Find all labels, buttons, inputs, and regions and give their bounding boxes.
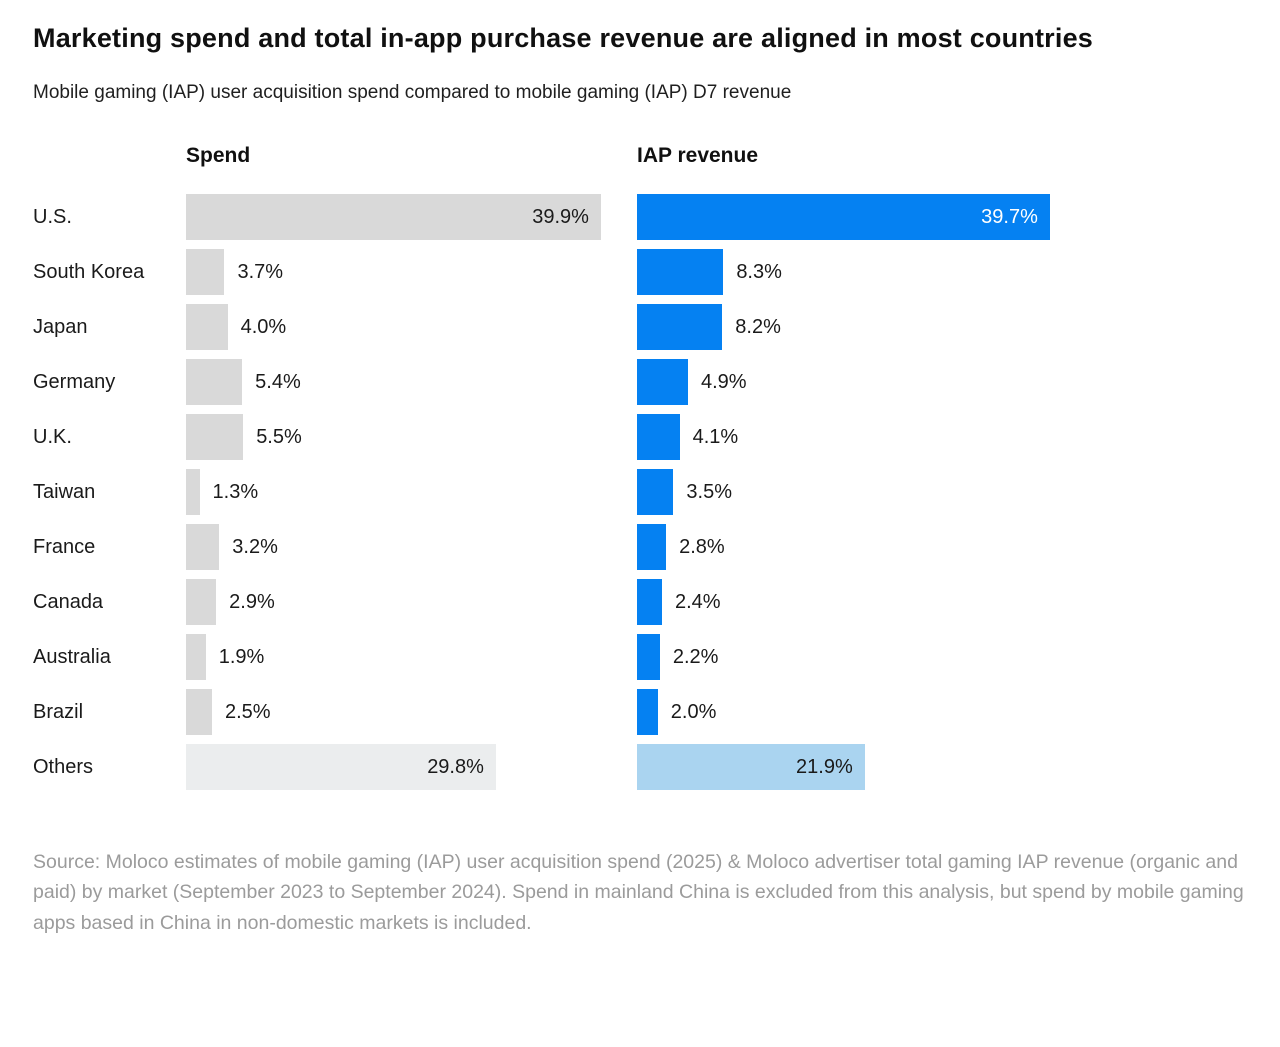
column-headers: Spend IAP revenue <box>33 144 1247 168</box>
spend-bar <box>186 414 244 461</box>
iap-revenue-bar: 21.9% <box>637 744 865 791</box>
country-label: U.S. <box>33 205 72 228</box>
spend-bar <box>186 634 206 681</box>
iap-revenue-column-header: IAP revenue <box>637 143 759 167</box>
spend-bar <box>186 689 212 736</box>
iap-revenue-bar <box>637 359 688 406</box>
iap-revenue-cell: 4.9% <box>637 359 1088 406</box>
spend-bar: 29.8% <box>186 744 496 791</box>
value-label: 3.5% <box>686 480 732 503</box>
value-label: 2.8% <box>679 535 725 558</box>
spend-bar <box>186 249 225 296</box>
country-label: Canada <box>33 590 104 613</box>
iap-revenue-bar <box>637 414 680 461</box>
spend-cell: 5.5% <box>186 414 637 461</box>
country-label: Germany <box>33 370 116 393</box>
spend-cell: 3.7% <box>186 249 637 296</box>
chart-row: Japan 4.0% 8.2% <box>33 300 1247 355</box>
iap-revenue-cell: 2.8% <box>637 524 1088 571</box>
value-label: 3.7% <box>237 260 284 283</box>
iap-revenue-bar <box>637 524 667 571</box>
label-column-spacer <box>33 144 186 168</box>
chart-row: U.K. 5.5% 4.1% <box>33 410 1247 465</box>
value-label: 8.2% <box>735 315 781 338</box>
spend-bar <box>186 579 217 626</box>
country-label: Brazil <box>33 700 84 723</box>
country-label: Australia <box>33 645 111 668</box>
spend-cell: 2.5% <box>186 689 637 736</box>
value-label: 39.9% <box>532 205 589 228</box>
chart-page: Marketing spend and total in-app purchas… <box>33 23 1247 935</box>
chart-row: Taiwan 1.3% 3.5% <box>33 465 1247 520</box>
page-title: Marketing spend and total in-app purchas… <box>33 23 1094 53</box>
chart-row: U.S. 39.9% 39.7% <box>33 190 1247 245</box>
country-label: U.K. <box>33 425 72 448</box>
spend-cell: 2.9% <box>186 579 637 626</box>
iap-revenue-bar: 39.7% <box>637 194 1050 241</box>
iap-revenue-cell: 2.2% <box>637 634 1088 681</box>
value-label: 4.9% <box>700 370 747 393</box>
spend-cell: 1.3% <box>186 469 637 516</box>
value-label: 5.5% <box>256 425 302 448</box>
spend-bar <box>186 359 243 406</box>
chart-subtitle: Mobile gaming (IAP) user acquisition spe… <box>33 81 792 103</box>
chart-row: Brazil 2.5% 2.0% <box>33 685 1247 740</box>
country-label: Others <box>33 755 94 778</box>
value-label: 4.0% <box>240 315 287 338</box>
value-label: 39.7% <box>981 205 1038 228</box>
iap-revenue-bar <box>637 249 724 296</box>
iap-revenue-cell: 4.1% <box>637 414 1088 461</box>
iap-revenue-cell: 3.5% <box>637 469 1088 516</box>
spend-cell: 4.0% <box>186 304 637 351</box>
country-label: Japan <box>33 315 88 338</box>
chart-row: Germany 5.4% 4.9% <box>33 355 1247 410</box>
value-label: 8.3% <box>736 260 782 283</box>
iap-revenue-bar <box>637 634 660 681</box>
iap-revenue-bar <box>637 689 658 736</box>
chart-row: Others 29.8% 21.9% <box>33 740 1247 795</box>
value-label: 1.9% <box>218 645 265 668</box>
value-label: 4.1% <box>692 425 739 448</box>
value-label: 21.9% <box>796 755 853 778</box>
spend-bar <box>186 469 200 516</box>
value-label: 29.8% <box>427 755 484 778</box>
spend-cell: 39.9% <box>186 194 637 241</box>
value-label: 2.9% <box>229 590 275 613</box>
iap-revenue-bar <box>637 469 674 516</box>
spend-cell: 29.8% <box>186 744 637 791</box>
country-label: South Korea <box>33 260 145 283</box>
iap-revenue-cell: 39.7% <box>637 194 1088 241</box>
value-label: 1.3% <box>212 480 259 503</box>
source-note: Source: Moloco estimates of mobile gamin… <box>33 850 1244 935</box>
value-label: 2.5% <box>225 700 271 723</box>
chart-row: Australia 1.9% 2.2% <box>33 630 1247 685</box>
spend-cell: 5.4% <box>186 359 637 406</box>
country-label: Taiwan <box>33 480 96 503</box>
iap-revenue-cell: 2.0% <box>637 689 1088 736</box>
bar-chart-rows: U.S. 39.9% 39.7% South Korea 3.7% 8.3% Japan 4.… <box>33 190 1247 795</box>
spend-cell: 3.2% <box>186 524 637 571</box>
chart-row: Canada 2.9% 2.4% <box>33 575 1247 630</box>
spend-column-header: Spend <box>186 143 251 167</box>
chart-row: South Korea 3.7% 8.3% <box>33 245 1247 300</box>
value-label: 2.0% <box>670 700 717 723</box>
iap-revenue-cell: 2.4% <box>637 579 1088 626</box>
iap-revenue-cell: 8.3% <box>637 249 1088 296</box>
value-label: 3.2% <box>232 535 278 558</box>
value-label: 2.4% <box>674 590 721 613</box>
value-label: 2.2% <box>672 645 719 668</box>
value-label: 5.4% <box>255 370 301 393</box>
iap-revenue-bar <box>637 579 662 626</box>
iap-revenue-cell: 21.9% <box>637 744 1088 791</box>
chart-row: France 3.2% 2.8% <box>33 520 1247 575</box>
spend-cell: 1.9% <box>186 634 637 681</box>
iap-revenue-cell: 8.2% <box>637 304 1088 351</box>
country-label: France <box>33 535 96 558</box>
spend-bar <box>186 304 228 351</box>
spend-bar <box>186 524 220 571</box>
iap-revenue-bar <box>637 304 723 351</box>
spend-bar: 39.9% <box>186 194 601 241</box>
